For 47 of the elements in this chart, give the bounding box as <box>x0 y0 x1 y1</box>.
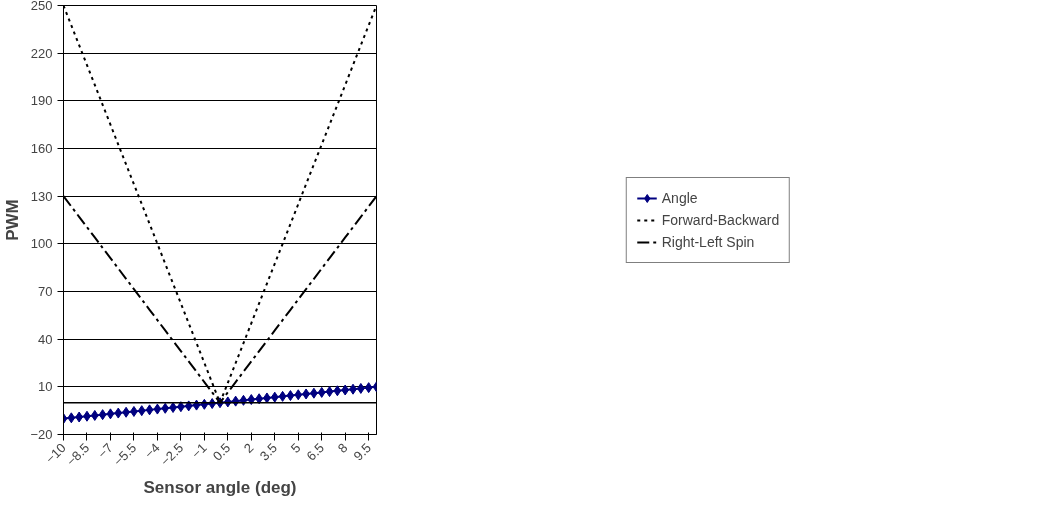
legend-label: Angle <box>661 189 698 206</box>
x-tick-label: 6.5 <box>303 440 328 464</box>
point <box>325 386 334 398</box>
point <box>90 409 99 421</box>
point <box>192 399 201 411</box>
x-tick-label: −1 <box>188 440 210 462</box>
y-tick-label: 160 <box>30 141 53 156</box>
point <box>278 390 287 402</box>
x-tick-label: 2 <box>240 440 257 456</box>
y-tick-label: 250 <box>30 0 53 13</box>
legend-label: Right-Left Spin <box>661 233 755 250</box>
point <box>161 402 170 414</box>
point <box>317 386 326 398</box>
y-tick-label: −20 <box>30 427 53 442</box>
legend-label: Forward-Backward <box>661 211 780 228</box>
point <box>341 384 350 396</box>
x-tick-label: 0.5 <box>209 440 234 464</box>
y-tick-label: 190 <box>30 93 53 109</box>
point <box>247 394 256 406</box>
x-tick-label: 9.5 <box>350 440 374 464</box>
point <box>145 404 154 416</box>
point <box>137 405 146 417</box>
x-tick-label: 5 <box>287 440 304 456</box>
point <box>67 412 76 424</box>
point <box>114 407 123 419</box>
y-tick-label: 100 <box>30 236 53 252</box>
point <box>364 382 373 394</box>
y-tick-label: 10 <box>38 379 53 395</box>
x-axis-title: Sensor angle (deg) <box>143 478 297 498</box>
x-tick-label: −10 <box>42 440 69 467</box>
point <box>286 390 295 402</box>
point <box>294 389 303 401</box>
point <box>153 403 162 415</box>
x-tick-label: 8 <box>334 440 351 456</box>
x-tick-label: −4 <box>141 440 163 462</box>
point <box>333 385 342 397</box>
point <box>184 400 193 412</box>
point <box>239 394 248 406</box>
y-tick-label: 40 <box>38 331 53 347</box>
point <box>106 408 115 420</box>
y-tick-label: 70 <box>38 284 53 299</box>
y-tick-label: 130 <box>30 188 53 204</box>
point <box>98 409 107 421</box>
point <box>270 391 279 403</box>
y-axis-title: PWM <box>3 199 23 241</box>
y-tick-label: 220 <box>30 45 53 61</box>
x-tick-label: 3.5 <box>256 440 281 464</box>
